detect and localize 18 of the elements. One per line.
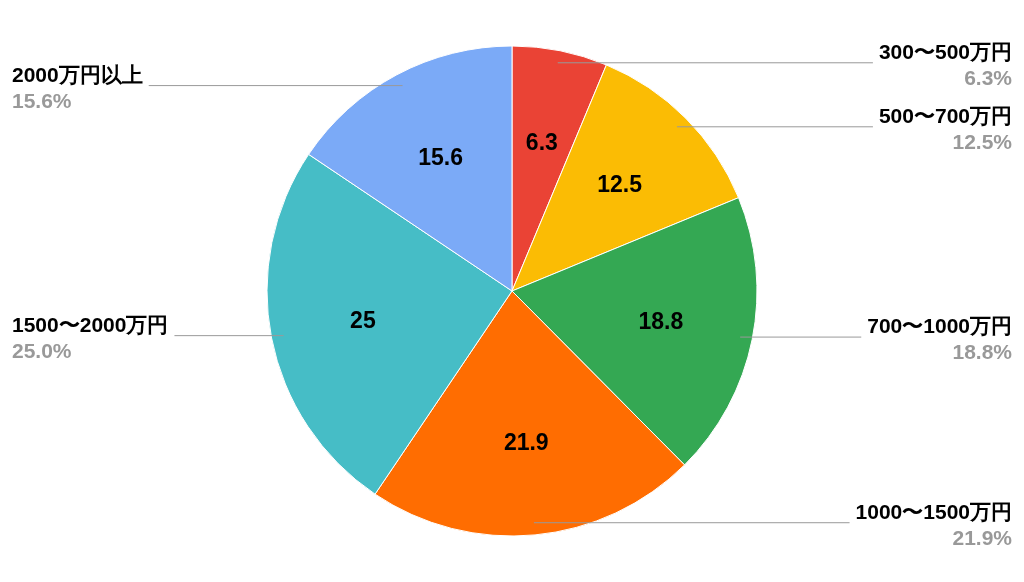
text: 21.9%	[952, 525, 1013, 549]
slice-label: 300〜500万円	[878, 39, 1012, 63]
slice-label: 1500〜2000万円	[12, 312, 169, 336]
data-label: 21.9	[503, 429, 549, 456]
data-label: 6.3	[525, 129, 558, 156]
text: 18.8%	[952, 340, 1013, 364]
slice-label: 1000〜1500万円	[855, 499, 1012, 523]
data-label: 12.5	[597, 170, 643, 197]
slice-label: 2000万円以上	[12, 62, 143, 86]
slice-label: 700〜1000万円	[867, 314, 1012, 338]
slice-label: 500〜700万円	[878, 103, 1012, 127]
text: 15.6%	[12, 88, 72, 112]
text: 6.3%	[964, 65, 1013, 89]
text: 12.5%	[952, 129, 1013, 153]
data-label: 25	[350, 307, 376, 334]
data-label: 18.8	[638, 308, 684, 335]
data-label: 15.6	[418, 143, 463, 170]
text: 25.0%	[12, 338, 72, 362]
